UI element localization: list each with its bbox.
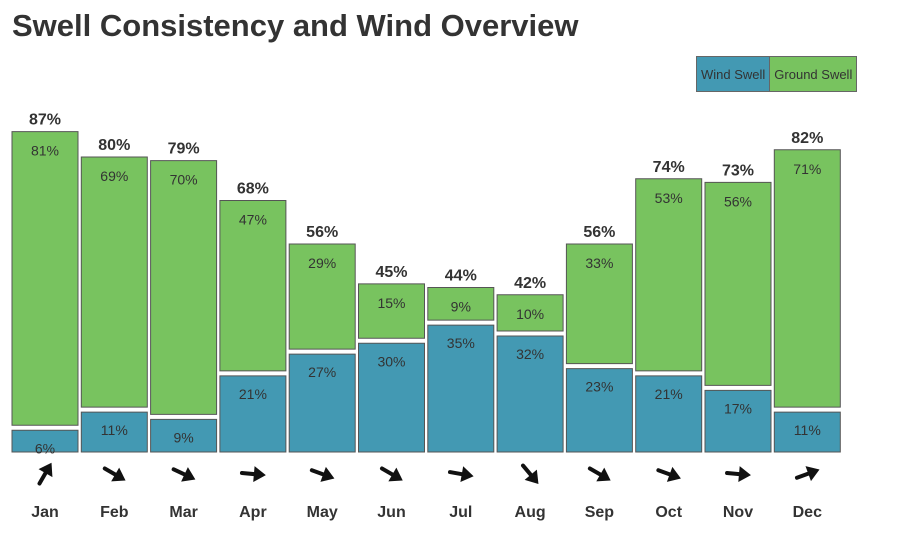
legend: Wind Swell Ground Swell xyxy=(696,56,858,92)
ground-swell-bar xyxy=(565,243,633,365)
wind-swell-bar xyxy=(150,418,218,453)
total-value-label: 82% xyxy=(791,130,823,147)
legend-wind-swell: Wind Swell xyxy=(697,57,770,91)
wind-swell-value-label: 23% xyxy=(585,379,613,395)
wind-swell-value-label: 27% xyxy=(308,364,336,380)
total-value-label: 45% xyxy=(375,264,407,281)
ground-swell-value-label: 47% xyxy=(239,212,267,228)
total-value-label: 79% xyxy=(168,141,200,158)
total-value-label: 87% xyxy=(29,112,61,129)
ground-swell-bar xyxy=(11,131,79,426)
wind-swell-value-label: 35% xyxy=(447,335,475,351)
ground-swell-value-label: 56% xyxy=(724,193,752,209)
month-label: Sep xyxy=(585,504,615,521)
ground-swell-value-label: 10% xyxy=(516,306,544,322)
wind-swell-value-label: 30% xyxy=(377,353,405,369)
month-label: Oct xyxy=(655,504,682,521)
wind-swell-value-label: 32% xyxy=(516,346,544,362)
ground-swell-bar xyxy=(358,283,425,339)
wind-swell-bar xyxy=(704,389,772,453)
wind-swell-bar xyxy=(80,411,148,453)
legend-wind-swell-label: Wind Swell xyxy=(701,66,766,82)
wind-direction-arrow-icon xyxy=(725,466,751,483)
month-label: Aug xyxy=(515,504,546,521)
month-label: Jun xyxy=(377,504,405,521)
wind-swell-bar xyxy=(219,375,287,453)
total-value-label: 56% xyxy=(583,224,615,241)
wind-swell-value-label: 11% xyxy=(794,422,821,438)
ground-swell-bar xyxy=(427,287,495,321)
month-label: Feb xyxy=(100,504,129,521)
wind-swell-bar xyxy=(358,342,425,453)
wind-direction-arrow-icon xyxy=(309,466,335,482)
total-value-label: 56% xyxy=(306,224,338,241)
ground-swell-bar xyxy=(150,160,218,415)
legend-ground-swell: Ground Swell xyxy=(769,57,857,91)
wind-direction-arrow-icon xyxy=(102,466,126,482)
wind-direction-arrow-icon xyxy=(794,466,820,482)
wind-direction-arrow-icon xyxy=(447,466,474,483)
ground-swell-value-label: 71% xyxy=(793,161,821,177)
wind-direction-arrow-icon xyxy=(656,466,681,482)
ground-swell-value-label: 70% xyxy=(170,172,198,188)
wind-swell-bar xyxy=(427,324,495,453)
wind-direction-arrow-icon xyxy=(171,467,196,482)
total-value-label: 73% xyxy=(722,162,754,179)
wind-swell-value-label: 21% xyxy=(239,386,267,402)
wind-swell-bar xyxy=(565,368,633,453)
wind-swell-bar xyxy=(11,429,79,453)
total-value-label: 74% xyxy=(653,159,685,176)
ground-swell-value-label: 53% xyxy=(655,190,683,206)
month-label: Apr xyxy=(239,504,267,521)
month-label: May xyxy=(307,504,338,521)
wind-swell-value-label: 21% xyxy=(655,386,683,402)
ground-swell-bar xyxy=(288,243,356,350)
total-value-label: 44% xyxy=(445,268,477,285)
wind-swell-value-label: 6% xyxy=(35,440,55,456)
ground-swell-bar xyxy=(704,181,772,386)
wind-swell-value-label: 11% xyxy=(101,422,128,438)
wind-direction-arrow-icon xyxy=(379,466,403,482)
wind-direction-arrow-icon xyxy=(587,466,611,482)
wind-direction-arrow-icon xyxy=(521,463,539,484)
month-label: Mar xyxy=(169,504,197,521)
ground-swell-value-label: 15% xyxy=(377,295,405,311)
legend-ground-swell-label: Ground Swell xyxy=(774,66,853,82)
wind-swell-bar xyxy=(773,411,841,453)
ground-swell-value-label: 33% xyxy=(585,255,613,271)
ground-swell-value-label: 29% xyxy=(308,255,336,271)
wind-swell-bar xyxy=(635,375,703,453)
ground-swell-value-label: 81% xyxy=(31,143,59,159)
ground-swell-bar xyxy=(219,200,287,372)
wind-direction-arrow-icon xyxy=(239,466,266,483)
total-value-label: 68% xyxy=(237,181,269,198)
ground-swell-bar xyxy=(496,294,564,332)
month-label: Nov xyxy=(723,504,753,521)
wind-swell-bar xyxy=(288,353,356,453)
wind-swell-value-label: 9% xyxy=(173,429,193,445)
month-label: Dec xyxy=(793,504,822,521)
ground-swell-bar xyxy=(773,149,841,408)
ground-swell-bar xyxy=(80,156,148,408)
total-value-label: 42% xyxy=(514,275,546,292)
wind-swell-bar xyxy=(496,335,564,453)
wind-swell-value-label: 17% xyxy=(724,400,752,416)
month-label: Jul xyxy=(449,504,472,521)
chart-title: Swell Consistency and Wind Overview xyxy=(12,8,579,43)
month-label: Jan xyxy=(31,504,59,521)
total-value-label: 80% xyxy=(98,137,130,154)
ground-swell-bar xyxy=(635,178,703,372)
ground-swell-value-label: 69% xyxy=(100,168,128,184)
wind-direction-arrow-icon xyxy=(37,462,53,486)
ground-swell-value-label: 9% xyxy=(451,299,471,315)
